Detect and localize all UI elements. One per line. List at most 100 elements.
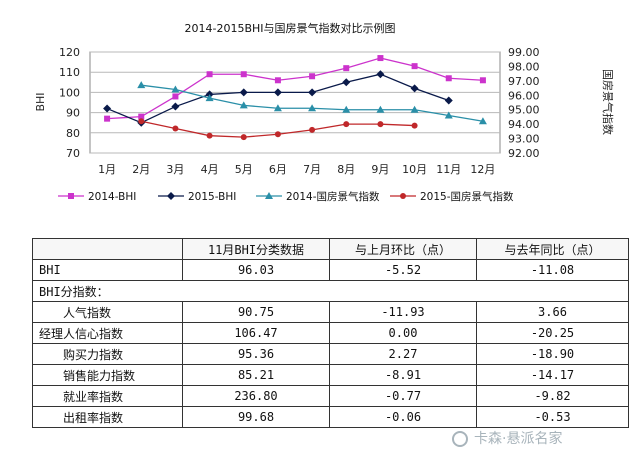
x-tick-label: 1月 xyxy=(98,163,116,176)
value-cell: 95.36 xyxy=(182,343,330,365)
legend-marker xyxy=(167,192,175,200)
y-tick-label: 70 xyxy=(66,147,80,160)
data-point xyxy=(445,75,452,82)
y-tick-label: 80 xyxy=(66,127,80,140)
data-point xyxy=(343,121,350,128)
legend-item: 2015-BHI xyxy=(158,191,236,203)
x-tick-label: 12月 xyxy=(470,163,495,176)
legend-marker xyxy=(265,192,273,199)
data-point xyxy=(239,88,248,97)
row-name: 人气指数 xyxy=(32,301,183,323)
row-name: 购买力指数 xyxy=(32,343,183,365)
x-tick-label: 8月 xyxy=(337,163,355,176)
grid-lines xyxy=(90,51,500,154)
legend-marker xyxy=(68,193,74,199)
data-point xyxy=(206,132,213,139)
y2-tick-label: 95.00 xyxy=(508,104,540,117)
value-cell: 106.47 xyxy=(182,322,330,344)
data-point xyxy=(273,88,282,97)
y-tick-label: 110 xyxy=(59,66,80,79)
data-point xyxy=(274,77,281,84)
plot-area xyxy=(89,51,501,154)
data-point xyxy=(342,78,351,87)
row-name: BHI分指数： xyxy=(32,280,629,302)
data-point xyxy=(411,63,418,70)
y2-tick-label: 96.00 xyxy=(508,89,540,102)
watermark-text: 卡森·悬派名家 xyxy=(474,431,563,447)
value-cell: -11.93 xyxy=(329,301,477,323)
data-point xyxy=(274,131,281,138)
y-tick-label: 100 xyxy=(59,86,80,99)
y-axis-left: 70 80 90 100 110 120 xyxy=(59,46,80,160)
series-line xyxy=(107,57,483,120)
legend-item: 2014-BHI xyxy=(58,191,136,203)
row-name: 就业率指数 xyxy=(32,385,183,407)
x-tick-label: 4月 xyxy=(201,163,219,176)
value-cell: -11.08 xyxy=(476,259,629,281)
y-axis-right-label: 国房景气指数 xyxy=(601,69,615,135)
data-point xyxy=(239,101,248,109)
value-cell: -9.82 xyxy=(476,385,629,407)
row-name: BHI xyxy=(32,259,183,281)
series-4 xyxy=(138,118,418,141)
data-point xyxy=(377,55,384,62)
value-cell: 3.66 xyxy=(476,301,629,323)
x-tick-label: 10月 xyxy=(402,163,427,176)
table-row: BHI 96.03 -5.52 -11.08 xyxy=(32,259,629,281)
data-point xyxy=(410,84,419,93)
row-name: 经理人信心指数 xyxy=(32,322,183,344)
legend-marker xyxy=(400,193,406,199)
table-row: 经理人信心指数 106.47 0.00 -20.25 xyxy=(32,322,629,344)
data-point xyxy=(411,122,418,129)
legend-label: 2014-国房景气指数 xyxy=(286,190,380,203)
series-layer xyxy=(103,55,487,141)
x-tick-label: 6月 xyxy=(269,163,287,176)
data-point xyxy=(138,118,145,125)
x-tick-label: 2月 xyxy=(132,163,150,176)
data-point xyxy=(138,113,145,120)
value-cell: -5.52 xyxy=(329,259,477,281)
chart-title: 2014-2015BHI与国房景气指数对比示例图 xyxy=(184,21,395,35)
data-point xyxy=(104,115,111,122)
table-header-row: 11月BHI分类数据 与上月环比（点） 与去年同比（点） xyxy=(32,238,629,260)
plot-frame xyxy=(89,51,501,154)
y2-tick-label: 94.00 xyxy=(508,118,540,131)
table-row: 出租率指数 99.68 -0.06 -0.53 xyxy=(32,406,629,428)
value-cell: -0.53 xyxy=(476,406,629,428)
table-row: 就业率指数 236.80 -0.77 -9.82 xyxy=(32,385,629,407)
x-tick-label: 11月 xyxy=(436,163,461,176)
series-1 xyxy=(104,55,486,122)
y2-tick-label: 93.00 xyxy=(508,133,540,146)
wechat-icon xyxy=(452,431,468,447)
legend-label: 2015-国房景气指数 xyxy=(420,190,514,203)
row-name: 销售能力指数 xyxy=(32,364,183,386)
x-tick-label: 5月 xyxy=(235,163,253,176)
x-tick-label: 9月 xyxy=(371,163,389,176)
value-cell: 90.75 xyxy=(182,301,330,323)
data-point xyxy=(308,104,317,112)
value-cell: -14.17 xyxy=(476,364,629,386)
data-point xyxy=(479,77,486,84)
data-point xyxy=(240,134,247,141)
table-row: BHI分指数： xyxy=(32,280,629,302)
value-cell: 236.80 xyxy=(182,385,330,407)
row-name: 出租率指数 xyxy=(32,406,183,428)
data-point xyxy=(172,93,179,100)
data-point xyxy=(206,71,213,78)
data-point xyxy=(377,121,384,128)
y-tick-label: 90 xyxy=(66,107,80,120)
data-point xyxy=(444,111,453,119)
data-point xyxy=(309,126,316,133)
header-cell: 与上月环比（点） xyxy=(329,238,477,260)
data-point xyxy=(171,85,180,93)
data-point xyxy=(240,71,247,78)
data-point xyxy=(343,65,350,72)
value-cell: 0.00 xyxy=(329,322,477,344)
value-cell: -8.91 xyxy=(329,364,477,386)
series-3 xyxy=(137,81,487,125)
value-cell: -18.90 xyxy=(476,343,629,365)
value-cell: -20.25 xyxy=(476,322,629,344)
data-point xyxy=(172,125,179,132)
value-cell: 2.27 xyxy=(329,343,477,365)
